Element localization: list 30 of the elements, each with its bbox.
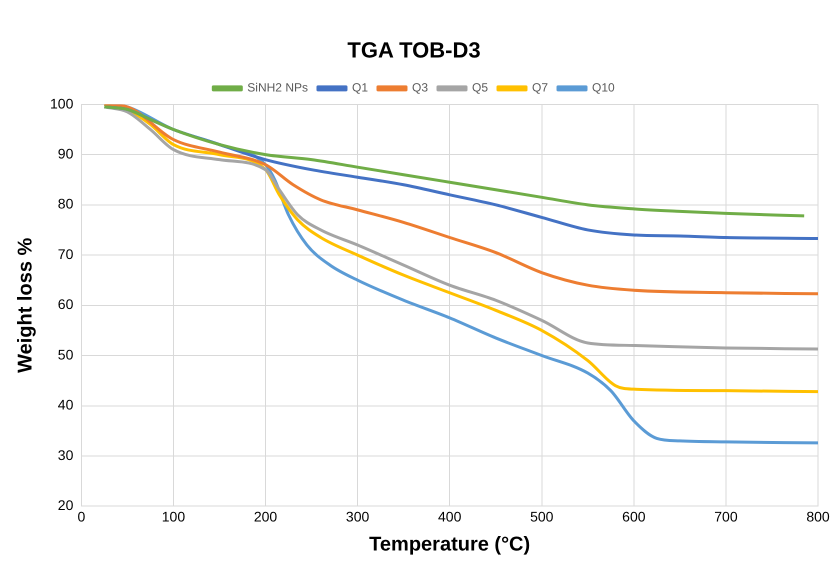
x-axis-title: Temperature (°C) [369,534,530,556]
x-tick-label: 400 [438,508,462,524]
y-tick-label: 90 [58,145,74,162]
y-tick-label: 100 [50,95,74,112]
x-tick-label: 600 [622,508,646,524]
legend-label: SiNH2 NPs [247,80,308,95]
y-tick-label: 40 [58,396,74,413]
x-tick-label: 200 [254,508,278,524]
legend-label: Q5 [472,80,488,95]
y-tick-label: 50 [58,346,74,362]
x-tick-label: 700 [714,508,738,524]
legend-label: Q10 [592,80,616,95]
x-tick-label: 300 [346,508,370,524]
x-tick-label: 800 [806,508,830,524]
x-tick-label: 0 [77,508,86,524]
legend-label: Q1 [352,80,368,95]
y-tick-label: 30 [58,446,74,463]
y-tick-label: 80 [58,196,74,212]
line-series [102,104,818,296]
y-tick-label: 60 [58,296,74,312]
line-series [102,105,806,218]
legend-label: Q7 [532,80,548,95]
y-axis-title: Weight loss % [14,237,37,373]
y-tick-label: 70 [58,246,74,262]
line-series [102,105,818,350]
y-tick-label: 20 [58,497,74,514]
legend-label: Q3 [412,80,428,95]
x-tick-label: 500 [530,508,554,524]
x-tick-label: 100 [162,508,186,524]
chart-title: TGA TOB-D3 [347,37,481,62]
